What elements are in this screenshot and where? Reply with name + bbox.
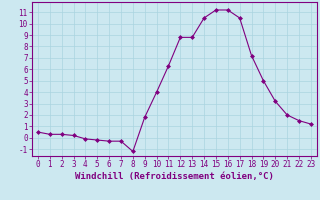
X-axis label: Windchill (Refroidissement éolien,°C): Windchill (Refroidissement éolien,°C): [75, 172, 274, 181]
